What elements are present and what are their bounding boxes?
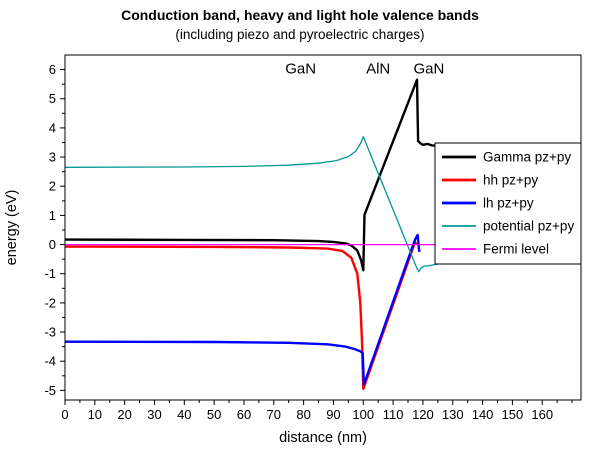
legend-label: Gamma pz+py	[483, 150, 571, 165]
y-tick-label: -5	[44, 383, 56, 398]
legend-label: potential pz+py	[483, 219, 574, 234]
y-tick-label: 1	[49, 208, 56, 223]
x-tick-label: 50	[207, 407, 221, 422]
y-tick-label: -2	[44, 295, 56, 310]
x-tick-label: 20	[117, 407, 131, 422]
x-tick-label: 40	[177, 407, 191, 422]
region-label-gan-2: GaN	[413, 61, 444, 78]
legend: Gamma pz+py hh pz+py lh pz+py potential pz+…	[434, 142, 582, 265]
series-lh-pz-py	[65, 233, 421, 386]
x-tick-label: 90	[326, 407, 340, 422]
legend-item-lh-pz-py: lh pz+py	[442, 196, 534, 211]
legend-item-fermi-level: Fermi level	[442, 242, 549, 257]
x-tick-label: 150	[502, 407, 524, 422]
legend-label: lh pz+py	[483, 196, 534, 211]
x-tick-label: 140	[472, 407, 494, 422]
legend-item-hh-pz-py: hh pz+py	[442, 173, 538, 188]
y-tick-label: 0	[49, 237, 56, 252]
region-label-gan-0: GaN	[285, 61, 316, 78]
series-gamma-pz-py	[65, 78, 567, 272]
legend-item-gamma-pz-py: Gamma pz+py	[442, 150, 571, 165]
x-tick-label: 10	[88, 407, 102, 422]
legend-label: hh pz+py	[483, 173, 538, 188]
x-tick-label: 110	[383, 407, 404, 422]
series-group	[65, 78, 567, 391]
x-tick-label: 60	[237, 407, 251, 422]
x-axis: 0 10 20 30 40 50 60 70 80 90 100 110 120 130 140 150 160	[61, 400, 573, 422]
y-axis: -5 -4 -3 -2 -1 0 1 2 3 4 5 6	[44, 62, 65, 398]
x-tick-label: 70	[267, 407, 281, 422]
x-axis-title: distance (nm)	[279, 430, 367, 446]
x-tick-label: 30	[147, 407, 161, 422]
y-tick-label: -1	[44, 266, 56, 281]
x-tick-label: 0	[61, 407, 68, 422]
legend-label: Fermi level	[483, 242, 549, 257]
y-tick-label: 3	[49, 150, 56, 165]
x-tick-label: 160	[531, 407, 553, 422]
y-tick-label: 5	[49, 91, 56, 106]
region-label-aln-1: AlN	[366, 61, 390, 78]
y-axis-title: energy (eV)	[4, 190, 20, 266]
chart-header: Conduction band, heavy and light hole va…	[15, 6, 585, 43]
x-tick-label: 120	[412, 407, 434, 422]
x-tick-label: 130	[442, 407, 464, 422]
chart-title: Conduction band, heavy and light hole va…	[121, 7, 479, 23]
y-tick-label: -4	[44, 354, 56, 369]
legend-item-potential-pz-py: potential pz+py	[442, 219, 574, 234]
y-tick-label: -3	[44, 325, 56, 340]
x-tick-label: 100	[352, 407, 374, 422]
y-tick-label: 4	[49, 120, 56, 135]
y-tick-label: 6	[49, 62, 56, 77]
x-tick-label: 80	[296, 407, 310, 422]
y-tick-label: 2	[49, 179, 56, 194]
chart-subtitle: (including piezo and pyroelectric charge…	[175, 27, 425, 42]
